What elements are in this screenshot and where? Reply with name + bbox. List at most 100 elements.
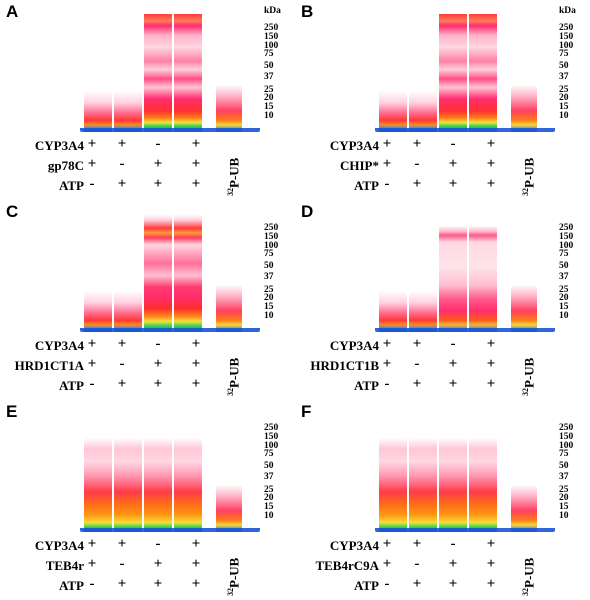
- mw-marker: 25: [264, 485, 274, 495]
- ub-label-text: P-UB: [521, 357, 537, 388]
- dye-front: [80, 528, 260, 532]
- condition-label: CYP3A4: [34, 338, 84, 353]
- gel-lane: [409, 414, 437, 532]
- condition-sign: +: [382, 536, 392, 552]
- condition-sign: +: [412, 536, 422, 552]
- condition-label: CYP3A4: [329, 538, 379, 553]
- mw-marker: 75: [264, 49, 274, 59]
- condition-sign: -: [414, 356, 420, 372]
- gel-lane: [439, 414, 467, 532]
- mw-marker: 37: [559, 72, 569, 82]
- isotope-superscript: 32: [226, 588, 235, 596]
- condition-sign: +: [448, 356, 458, 372]
- panel-letter: F: [301, 402, 312, 421]
- mw-marker: 50: [559, 261, 569, 271]
- condition-label: CYP3A4: [329, 338, 379, 353]
- mw-marker: 10: [264, 111, 274, 121]
- condition-sign: +: [382, 156, 392, 172]
- condition-sign: +: [117, 576, 127, 592]
- condition-sign: -: [155, 536, 161, 552]
- mw-marker: 250: [559, 223, 574, 233]
- mw-marker: 100: [264, 241, 279, 251]
- condition-sign: +: [87, 556, 97, 572]
- mw-marker: 100: [559, 241, 574, 251]
- mw-marker: 150: [264, 32, 279, 42]
- condition-sign: +: [117, 536, 127, 552]
- mw-marker: 25: [264, 285, 274, 295]
- mw-marker: 100: [559, 441, 574, 451]
- mw-marker: 75: [264, 249, 274, 259]
- mw-marker: 10: [264, 511, 274, 521]
- mw-marker: 100: [559, 41, 574, 51]
- gel-lane: [379, 14, 407, 132]
- condition-sign: +: [191, 176, 201, 192]
- panel-letter: A: [6, 2, 19, 21]
- condition-sign: +: [486, 576, 496, 592]
- mw-marker: 20: [264, 93, 274, 103]
- condition-sign: +: [412, 176, 422, 192]
- mw-marker: 10: [264, 311, 274, 321]
- condition-label: gp78C: [47, 158, 84, 173]
- condition-sign: +: [448, 156, 458, 172]
- condition-sign: +: [153, 556, 163, 572]
- condition-sign: +: [191, 156, 201, 172]
- mw-marker: 37: [559, 472, 569, 482]
- condition-sign: +: [486, 356, 496, 372]
- gel-lane: [469, 214, 497, 332]
- mw-marker: 20: [264, 493, 274, 503]
- mw-marker: 15: [264, 102, 274, 112]
- condition-label: ATP: [353, 578, 379, 593]
- condition-sign: -: [384, 576, 390, 592]
- isotope-superscript: 32: [226, 188, 235, 196]
- condition-label: CYP3A4: [329, 138, 379, 153]
- gel-lane: [469, 14, 497, 132]
- condition-sign: -: [119, 356, 125, 372]
- gel-image: [80, 214, 260, 332]
- mw-marker: 50: [264, 261, 274, 271]
- gel-lane: [216, 14, 242, 132]
- mw-marker: 250: [264, 223, 279, 233]
- gel-image: [80, 414, 260, 532]
- condition-sign: +: [87, 336, 97, 352]
- condition-label: ATP: [58, 178, 84, 193]
- condition-label: ATP: [353, 178, 379, 193]
- dye-front: [375, 328, 555, 332]
- condition-sign: +: [87, 536, 97, 552]
- condition-sign: -: [450, 336, 456, 352]
- condition-label: CHIP*: [340, 158, 379, 173]
- condition-sign: +: [448, 376, 458, 392]
- mw-marker: 10: [559, 111, 569, 121]
- ub-lane-label: 32P-UB: [521, 358, 537, 396]
- condition-sign: -: [384, 176, 390, 192]
- panel-e: E 250 150 100 75 50 37 25 20 15 10 CYP3A4 + + - + TEB4r +…: [0, 400, 295, 600]
- mw-marker: 75: [559, 249, 569, 259]
- condition-sign: +: [382, 556, 392, 572]
- gel-lane: [511, 14, 537, 132]
- dye-front: [375, 528, 555, 532]
- ub-lane-label: 32P-UB: [226, 158, 242, 196]
- gel-image: [80, 14, 260, 132]
- mw-marker: 250: [559, 423, 574, 433]
- condition-sign: +: [87, 136, 97, 152]
- mw-marker: 150: [559, 32, 574, 42]
- condition-sign: -: [119, 156, 125, 172]
- gel-image: [375, 414, 555, 532]
- condition-sign: -: [450, 136, 456, 152]
- ub-label-text: P-UB: [226, 357, 242, 388]
- mw-marker: 250: [559, 23, 574, 33]
- condition-sign: -: [89, 376, 95, 392]
- gel-lane: [379, 214, 407, 332]
- mw-marker: 25: [559, 85, 569, 95]
- condition-sign: +: [412, 576, 422, 592]
- gel-image: [375, 14, 555, 132]
- mw-marker: 15: [559, 302, 569, 312]
- panel-c: C 250 150 100 75 50 37 25 20 15 10 CYP3A4 + + - + HRD1CT…: [0, 200, 295, 400]
- condition-sign: +: [191, 576, 201, 592]
- condition-sign: +: [412, 136, 422, 152]
- mw-marker: 75: [264, 449, 274, 459]
- condition-sign: -: [450, 536, 456, 552]
- isotope-superscript: 32: [226, 388, 235, 396]
- gel-lane: [216, 414, 242, 532]
- condition-label: ATP: [353, 378, 379, 393]
